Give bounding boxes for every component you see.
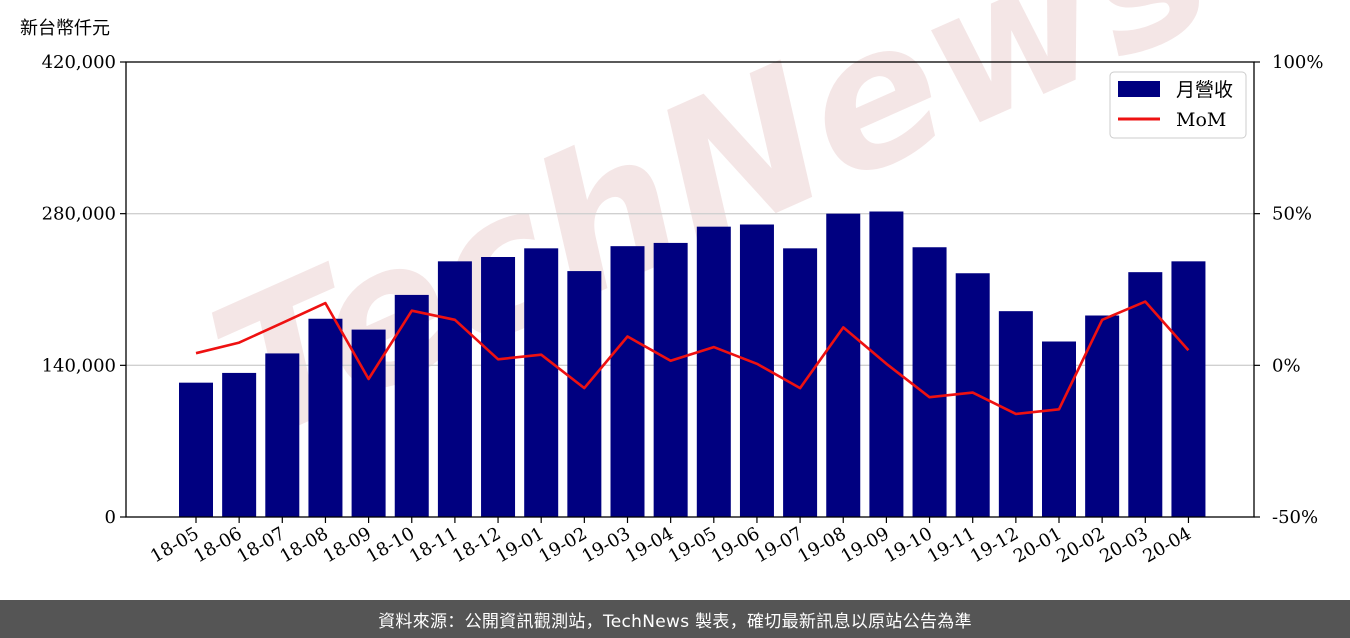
mom-line-series xyxy=(195,300,1190,416)
revenue-bar xyxy=(179,382,213,517)
revenue-bar xyxy=(524,248,559,518)
x-tick-label: 19-04 xyxy=(622,523,677,567)
revenue-chart: 新台幣仟元 TechNews 0140,000280,000420,000-50… xyxy=(20,0,1323,567)
revenue-bar xyxy=(1042,341,1076,517)
x-tick-label: 20-04 xyxy=(1140,523,1195,567)
x-tick-label: 20-01 xyxy=(1010,523,1065,567)
revenue-bar xyxy=(826,213,861,517)
x-tick-label: 19-10 xyxy=(881,523,936,567)
x-tick-label: 19-06 xyxy=(708,523,763,567)
left-tick-label: 280,000 xyxy=(42,204,116,225)
chart-area: 新台幣仟元 TechNews 0140,000280,000420,000-50… xyxy=(20,0,1323,567)
revenue-bar xyxy=(481,257,516,517)
revenue-bar xyxy=(912,247,947,517)
x-tick-label: 18-08 xyxy=(277,523,332,567)
plot-frame xyxy=(125,61,1255,518)
source-footer-text: 資料來源：公開資訊觀測站，TechNews 製表，確切最新訊息以原站公告為準 xyxy=(378,611,972,632)
right-tick-label: 50% xyxy=(1272,204,1312,225)
x-tick-label: 19-03 xyxy=(579,523,634,567)
revenue-bar xyxy=(394,294,429,517)
x-tick-label: 19-02 xyxy=(535,523,590,567)
revenue-bar xyxy=(1128,272,1163,517)
x-tick-label: 19-05 xyxy=(665,523,720,567)
legend-label-mom: MoM xyxy=(1176,109,1226,131)
x-tick-label: 20-03 xyxy=(1096,523,1151,567)
x-tick-label: 19-12 xyxy=(967,523,1022,567)
revenue-bar xyxy=(610,246,645,517)
x-tick-label: 18-05 xyxy=(147,523,202,567)
y-axis-unit-label: 新台幣仟元 xyxy=(20,18,110,39)
legend: 月營收 MoM xyxy=(1109,71,1247,139)
revenue-bar xyxy=(265,353,300,517)
left-tick-label: 420,000 xyxy=(42,52,116,73)
x-tick-label: 20-02 xyxy=(1053,523,1108,567)
x-tick-label: 18-07 xyxy=(233,523,288,567)
legend-swatch-bar xyxy=(1118,81,1160,97)
revenue-bar xyxy=(1171,261,1206,517)
right-tick-label: 0% xyxy=(1272,355,1301,376)
revenue-bar xyxy=(437,261,472,517)
x-tick-label: 19-08 xyxy=(794,523,849,567)
revenue-bar xyxy=(955,273,990,517)
x-tick-label: 19-11 xyxy=(924,523,979,567)
x-tick-label: 18-11 xyxy=(406,523,461,567)
source-footer: 資料來源：公開資訊觀測站，TechNews 製表，確切最新訊息以原站公告為準 xyxy=(0,600,1350,638)
x-tick-label: 18-09 xyxy=(320,523,375,567)
revenue-bar xyxy=(567,271,602,517)
left-tick-label: 140,000 xyxy=(42,355,116,376)
right-tick-label: 100% xyxy=(1272,52,1323,73)
revenue-bar xyxy=(1085,315,1120,517)
x-tick-label: 18-10 xyxy=(363,523,418,567)
x-tick-label: 19-09 xyxy=(837,523,892,567)
legend-label-revenue: 月營收 xyxy=(1176,79,1233,101)
bar-series xyxy=(179,211,1206,518)
revenue-bar xyxy=(696,226,731,517)
x-tick-label: 19-07 xyxy=(751,523,806,567)
revenue-bar xyxy=(222,372,257,517)
left-tick-label: 0 xyxy=(105,507,116,528)
x-tick-label: 18-12 xyxy=(449,523,504,567)
mom-line xyxy=(195,300,1190,416)
x-tick-label: 19-01 xyxy=(492,523,547,567)
right-tick-label: -50% xyxy=(1272,507,1318,528)
revenue-bar xyxy=(308,318,343,517)
x-tick-label: 18-06 xyxy=(190,523,245,567)
revenue-bar xyxy=(653,242,688,517)
